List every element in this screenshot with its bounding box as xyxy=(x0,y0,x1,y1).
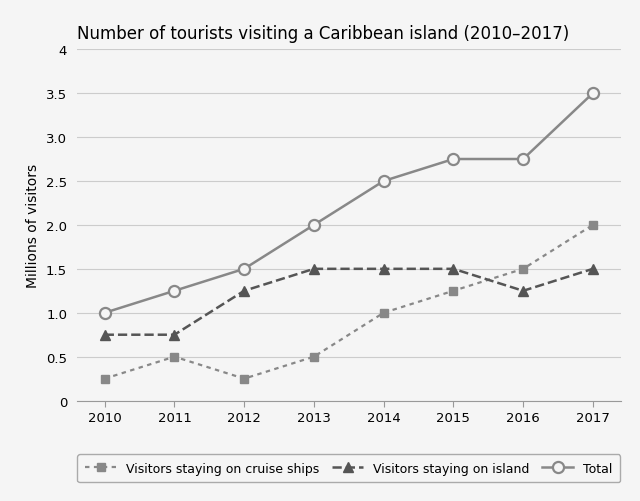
Legend: Visitors staying on cruise ships, Visitors staying on island, Total: Visitors staying on cruise ships, Visito… xyxy=(77,454,620,482)
Text: Number of tourists visiting a Caribbean island (2010–2017): Number of tourists visiting a Caribbean … xyxy=(77,25,569,43)
Y-axis label: Millions of visitors: Millions of visitors xyxy=(26,163,40,288)
